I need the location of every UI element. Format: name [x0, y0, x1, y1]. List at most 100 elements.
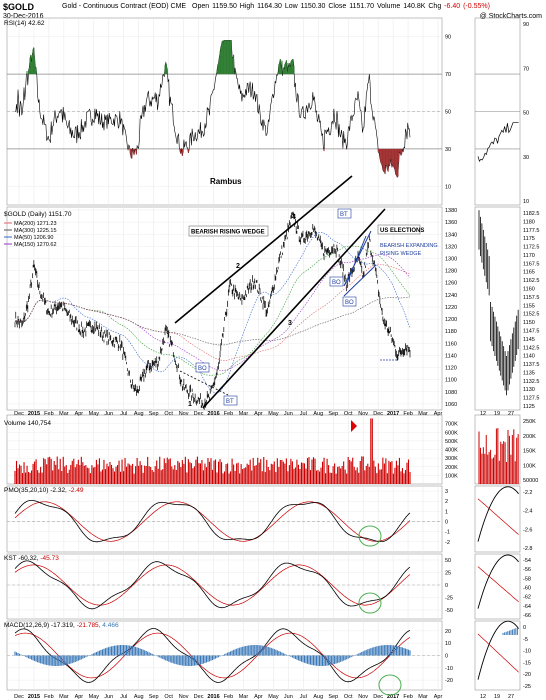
macd-side-tick-label: 0	[523, 625, 526, 631]
x-tick-label: Dec	[373, 411, 383, 417]
rsi-legend: RSI(14) 42.62	[4, 20, 45, 27]
price-side-tick-label: 1140	[523, 354, 535, 360]
kst-tick-label: 0	[445, 583, 448, 589]
x-tick-label-bottom: Feb	[44, 694, 53, 700]
pmo-legend-main: PMO(35,20,10) -2.32,	[4, 487, 67, 494]
elections-label-box	[377, 224, 421, 235]
x-tick-label-bottom: Nov	[179, 694, 189, 700]
x-tick-label-bottom: Mar	[59, 694, 69, 700]
point-2-label: 2	[236, 263, 240, 270]
pmo-tick-label: 1	[445, 509, 448, 515]
kst-side-tick-label: -60	[523, 586, 531, 592]
kst-side-tick-label: -54	[523, 558, 531, 564]
expanding-wedge-upper	[343, 230, 372, 287]
source-credit: @ StockCharts.com	[479, 13, 542, 20]
rsi-tick-label: 70	[445, 72, 451, 78]
x-tick-label-bottom: Feb	[224, 694, 233, 700]
macd-circle	[378, 674, 402, 696]
rsi-tick-label: 50	[445, 110, 451, 116]
kst-side-tick-label: -56	[523, 567, 531, 573]
pmo-tick-label: 2	[445, 499, 448, 505]
rsi-tick-label: 30	[445, 147, 451, 153]
bo-box-3	[342, 296, 357, 307]
macd-tick-label: 10	[445, 641, 451, 647]
price-side-tick-label: 1130	[523, 387, 535, 393]
x-tick-label: Aug	[134, 411, 144, 417]
macd-side-tick-label: -15	[523, 660, 531, 666]
x-tick-label-bottom: Dec	[373, 694, 383, 700]
volume-tick-label: 100K	[445, 473, 458, 479]
x-tick-label-bottom: Jul	[120, 694, 127, 700]
price-legend: $GOLD (Daily) 1151.70	[4, 211, 72, 218]
elections-label: US ELECTIONS	[380, 228, 424, 234]
side-x-tick-label-bottom: 12	[480, 694, 486, 700]
x-tick-label: Oct	[344, 411, 353, 417]
rsi-side-tick-label: 90	[523, 22, 529, 28]
panel-frame-kst	[6, 553, 443, 620]
pmo-side-line	[477, 486, 519, 542]
x-tick-label: Apr	[434, 411, 443, 417]
pmo-side-tick-label: -2.8	[523, 546, 532, 552]
kst-tick-label: 25	[445, 571, 451, 577]
price-side-tick-label: 1152.5	[523, 312, 539, 318]
rsi-side-tick-label: 70	[523, 66, 529, 72]
macd-line	[14, 628, 411, 683]
x-tick-label-bottom: Sep	[149, 694, 159, 700]
x-tick-label: Nov	[179, 411, 189, 417]
macd-tick-label: 20	[445, 629, 451, 635]
pmo-tick-label: -2	[445, 540, 450, 546]
macd-side-tick-label: -25	[523, 684, 531, 690]
ma100-line	[14, 245, 411, 376]
price-side-tick-label: 1177.5	[523, 228, 539, 234]
bo-label-1: BO	[198, 366, 207, 372]
x-tick-label: Feb	[403, 411, 412, 417]
ma150-legend: MA(150) 1270.62	[14, 242, 57, 248]
pmo-legend-signal: -2.49	[69, 487, 84, 494]
kst-side-signal-line	[477, 566, 519, 603]
price-side-tick-label: 1125	[523, 404, 535, 410]
price-side-tick-label: 1127.5	[523, 396, 539, 402]
ma150-line	[14, 254, 411, 371]
rsi-author-label: Rambus	[210, 177, 242, 186]
price-side-tick-label: 1175	[523, 236, 535, 242]
x-tick-label: May	[89, 411, 100, 417]
pmo-tick-label: 3	[445, 489, 448, 495]
x-tick-label: Feb	[44, 411, 53, 417]
x-tick-label-bottom: Oct	[344, 694, 353, 700]
ma-legend: MA(200) 1271.23 MA(300) 1225.15 MA(50) 1…	[4, 221, 57, 248]
pmo-side-tick-label: -2.4	[523, 509, 532, 515]
side-panel-frame-price	[474, 206, 521, 411]
volume-tick-label: 400K	[445, 448, 458, 454]
x-tick-label-bottom: Mar	[418, 694, 428, 700]
ma50-line	[14, 232, 411, 394]
wedge-upper-trendline	[174, 175, 353, 324]
price-tick-label: 1140	[445, 353, 457, 359]
kst-circle	[358, 592, 382, 614]
price-tick-label: 1100	[445, 378, 457, 384]
rsi-tick-label: 90	[445, 35, 451, 41]
side-panel-frame-kst	[474, 553, 521, 620]
macd-side-tick-label: -10	[523, 649, 531, 655]
panel-frames	[6, 17, 521, 691]
x-tick-label-bottom: Nov	[358, 694, 368, 700]
ma300-legend: MA(300) 1225.15	[14, 228, 57, 234]
x-tick-label-bottom: Dec	[14, 694, 24, 700]
side-x-tick-label: 27	[508, 411, 514, 417]
panel-frame-pmo	[6, 485, 443, 553]
volume-side-tick-label: 200K	[523, 434, 536, 440]
price-tick-label: 1300	[445, 257, 457, 263]
x-tick-label: Jun	[104, 411, 113, 417]
price-side-tick-label: 1132.5	[523, 379, 539, 385]
rsi-tick-label: 10	[445, 184, 451, 190]
expanding-label-line2: RISING WEDGE	[380, 251, 422, 257]
price-tick-label: 1200	[445, 317, 457, 323]
price-side-tick-label: 1165	[523, 270, 535, 276]
x-tick-label-bottom: Aug	[134, 694, 144, 700]
price-tick-label: 1240	[445, 293, 457, 299]
price-side-tick-label: 1170	[523, 253, 535, 259]
x-tick-label: Apr	[254, 411, 263, 417]
x-tick-label: 2015	[28, 411, 40, 417]
x-tick-label: Dec	[194, 411, 204, 417]
x-tick-label-bottom: Oct	[164, 694, 173, 700]
pmo-legend: PMO(35,20,10) -2.32, -2.49	[4, 487, 84, 494]
